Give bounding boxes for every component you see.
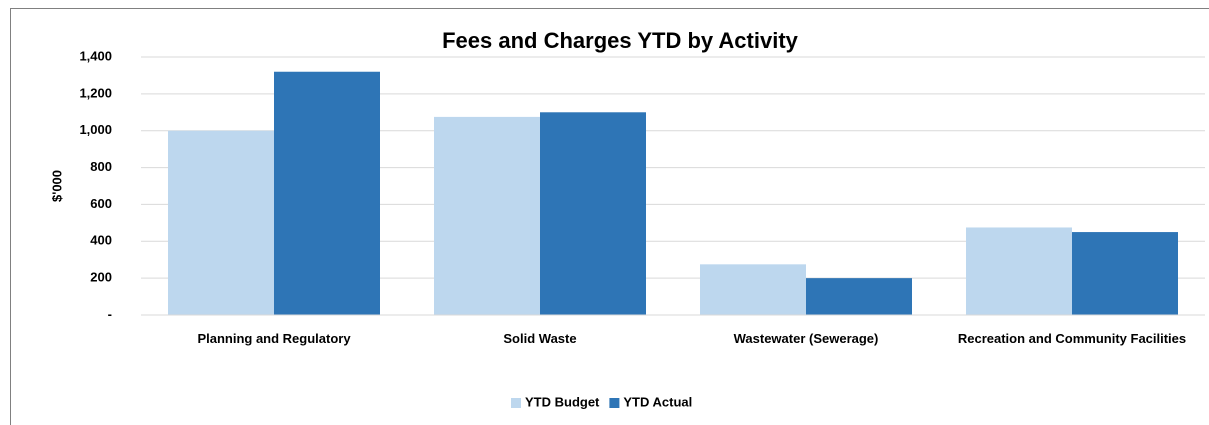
chart-border bbox=[10, 8, 1209, 425]
x-tick-label: Wastewater (Sewerage) bbox=[733, 331, 879, 346]
y-axis-label: $'000 bbox=[49, 170, 64, 202]
x-tick-label: Recreation and Community Facilities bbox=[957, 331, 1187, 346]
legend-swatch bbox=[511, 398, 521, 408]
y-tick-label: 600 bbox=[90, 196, 112, 211]
x-tick-label: Solid Waste bbox=[503, 331, 577, 346]
bar bbox=[700, 264, 806, 315]
y-tick-label: 1,400 bbox=[79, 48, 112, 63]
bar bbox=[168, 130, 274, 315]
bar bbox=[966, 227, 1072, 315]
y-tick-label: 1,000 bbox=[79, 122, 112, 137]
chart-title: Fees and Charges YTD by Activity bbox=[442, 28, 799, 53]
legend-label: YTD Actual bbox=[623, 394, 692, 409]
y-tick-label: - bbox=[108, 306, 112, 321]
legend-swatch bbox=[609, 398, 620, 408]
bar bbox=[806, 278, 912, 315]
x-tick-label: Planning and Regulatory bbox=[197, 331, 351, 346]
y-tick-label: 200 bbox=[90, 270, 112, 285]
y-tick-label: 400 bbox=[90, 233, 112, 248]
y-tick-label: 800 bbox=[90, 159, 112, 174]
legend-label: YTD Budget bbox=[525, 394, 600, 409]
y-tick-label: 1,200 bbox=[79, 85, 112, 100]
bar bbox=[434, 116, 540, 316]
bar bbox=[274, 71, 380, 315]
bar bbox=[540, 112, 646, 316]
bar bbox=[1072, 232, 1178, 315]
